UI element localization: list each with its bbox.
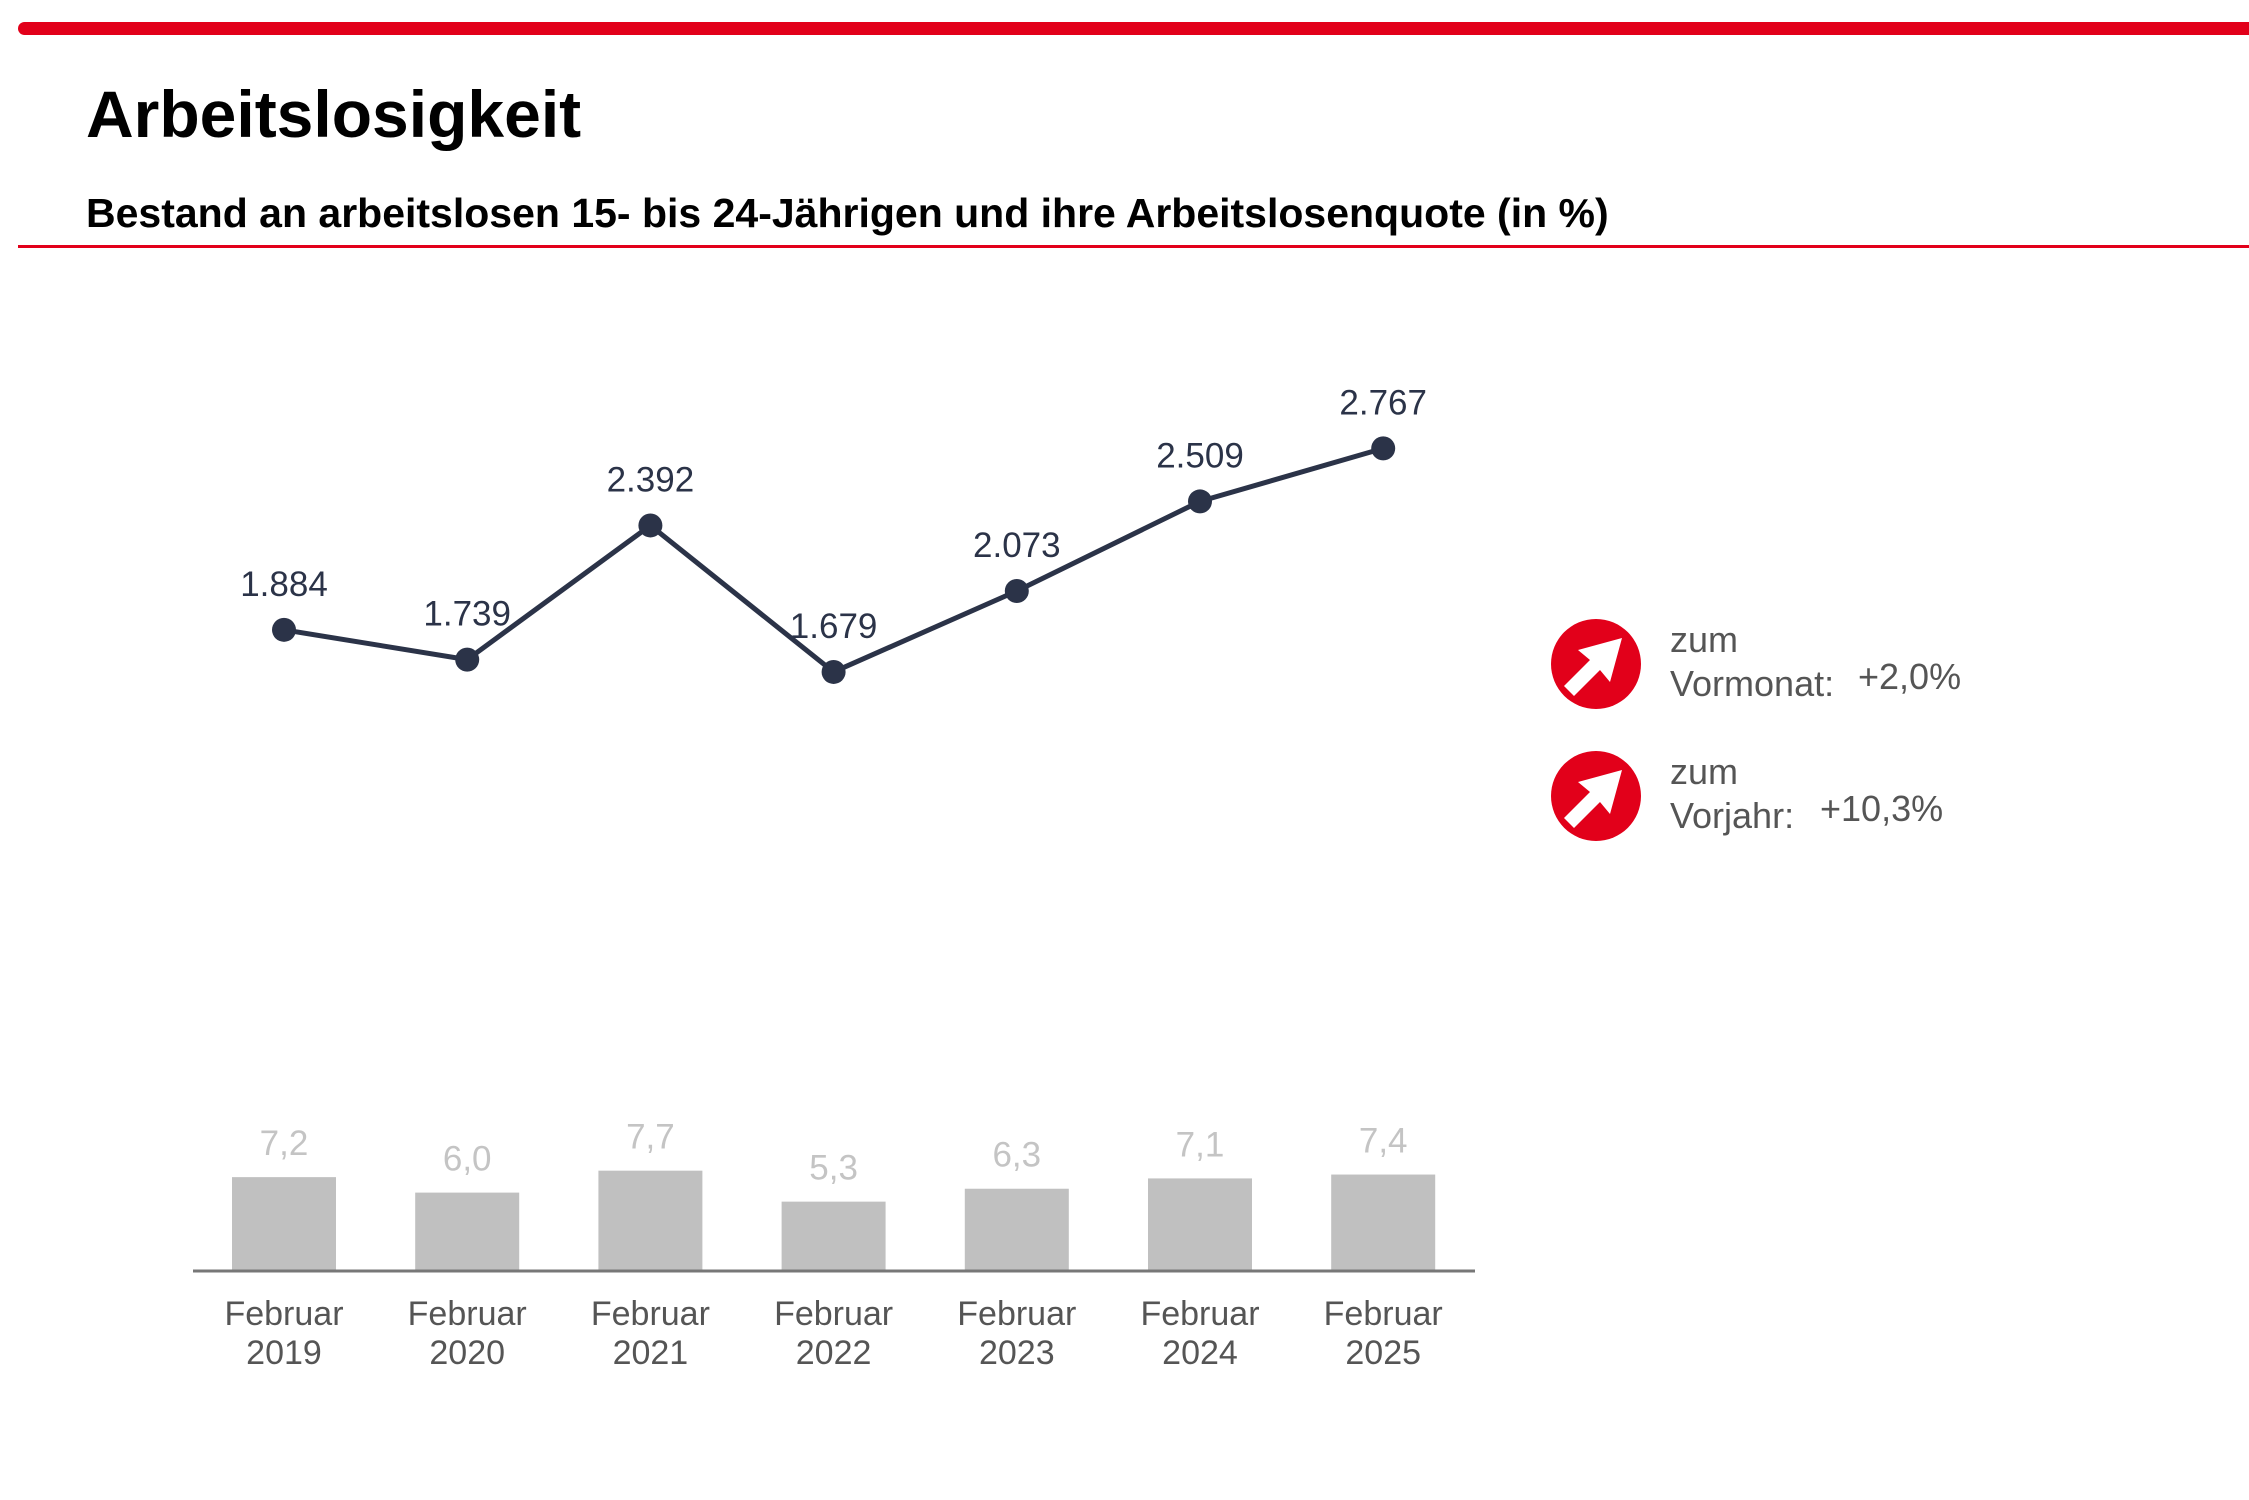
x-tick-label-year: 2023 xyxy=(979,1334,1055,1372)
line-data-label: 1.884 xyxy=(240,565,328,604)
x-tick-label-month: Februar xyxy=(224,1295,343,1333)
kpi-vormonat: zum Vormonat: +2,0% xyxy=(1550,618,2010,718)
line-data-label: 1.739 xyxy=(423,595,511,634)
kpi-value: +2,0% xyxy=(1858,656,1962,697)
bar xyxy=(232,1177,336,1270)
bar-data-label: 7,7 xyxy=(626,1118,675,1157)
bar-data-label: 7,4 xyxy=(1359,1122,1408,1161)
kpi-label-line1: zum xyxy=(1670,619,1739,660)
bar-data-label: 7,2 xyxy=(260,1124,309,1163)
x-tick-label-month: Februar xyxy=(591,1295,710,1333)
x-tick-label-year: 2025 xyxy=(1345,1334,1421,1372)
line-data-label: 2.073 xyxy=(973,526,1061,565)
x-tick-label-year: 2022 xyxy=(796,1334,872,1372)
x-tick-label-year: 2021 xyxy=(613,1334,689,1372)
x-tick-label-month: Februar xyxy=(1140,1295,1259,1333)
bar xyxy=(781,1201,886,1270)
bar xyxy=(964,1188,1069,1270)
bar-data-label: 6,0 xyxy=(443,1140,492,1179)
kpi-label-line2: Vorjahr: xyxy=(1670,795,1795,836)
bar-data-label: 7,1 xyxy=(1176,1125,1225,1164)
page-title: Arbeitslosigkeit xyxy=(86,77,582,151)
line-point xyxy=(638,513,663,538)
line-data-label: 1.679 xyxy=(790,607,878,646)
line-data-label: 2.392 xyxy=(607,460,695,499)
x-tick-label-month: Februar xyxy=(957,1295,1076,1333)
x-tick-label-year: 2020 xyxy=(429,1334,505,1372)
top-accent-bar xyxy=(18,22,2249,35)
x-tick-label-year: 2019 xyxy=(246,1334,322,1372)
subtitle-divider xyxy=(18,245,2249,248)
bar xyxy=(598,1170,703,1270)
kpi-label: zum Vorjahr: xyxy=(1670,750,1794,838)
line-point xyxy=(1188,489,1212,514)
line-point xyxy=(455,647,480,672)
x-tick-label-month: Februar xyxy=(408,1295,527,1333)
kpi-label-line2: Vormonat: xyxy=(1670,663,1835,704)
line-point xyxy=(1004,578,1029,603)
bar-data-label: 5,3 xyxy=(809,1149,858,1188)
arrow-up-right-icon xyxy=(1551,619,1641,709)
chart-subtitle: Bestand an arbeitslosen 15- bis 24-Jähri… xyxy=(86,190,1609,236)
kpi-label-line1: zum xyxy=(1670,751,1739,792)
line-data-label: 2.767 xyxy=(1339,383,1427,422)
bar xyxy=(1148,1178,1252,1270)
x-tick-label-month: Februar xyxy=(1324,1295,1443,1333)
kpi-vorjahr: zum Vorjahr: +10,3% xyxy=(1550,750,2010,850)
line-point xyxy=(821,659,846,684)
line-point xyxy=(272,617,296,642)
x-tick-label-year: 2024 xyxy=(1162,1334,1238,1372)
bar xyxy=(415,1192,520,1270)
bar xyxy=(1331,1174,1436,1270)
x-tick-label-month: Februar xyxy=(774,1295,893,1333)
arrow-up-right-icon xyxy=(1551,751,1641,841)
line-point xyxy=(1371,436,1396,461)
kpi-label: zum Vormonat: xyxy=(1670,618,1834,706)
bar-data-label: 6,3 xyxy=(992,1136,1041,1175)
line-data-label: 2.509 xyxy=(1156,436,1244,475)
kpi-value: +10,3% xyxy=(1820,788,1944,829)
